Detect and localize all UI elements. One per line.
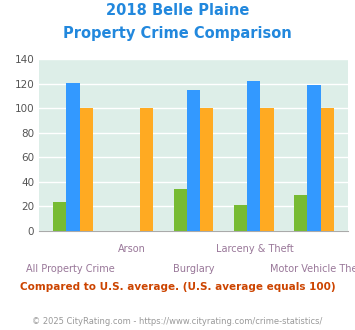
Bar bbox=[80, 109, 93, 231]
Bar bbox=[200, 109, 213, 231]
Bar bbox=[234, 205, 247, 231]
Text: Larceny & Theft: Larceny & Theft bbox=[216, 244, 294, 254]
Text: All Property Crime: All Property Crime bbox=[26, 264, 114, 274]
Text: © 2025 CityRating.com - https://www.cityrating.com/crime-statistics/: © 2025 CityRating.com - https://www.city… bbox=[32, 317, 323, 326]
Text: Arson: Arson bbox=[118, 244, 146, 254]
Bar bbox=[53, 202, 66, 231]
Bar bbox=[260, 109, 274, 231]
Bar bbox=[247, 82, 260, 231]
Text: Motor Vehicle Theft: Motor Vehicle Theft bbox=[270, 264, 355, 274]
Bar bbox=[307, 85, 321, 231]
Text: 2018 Belle Plaine: 2018 Belle Plaine bbox=[106, 3, 249, 18]
Bar bbox=[321, 109, 334, 231]
Bar bbox=[294, 195, 307, 231]
Text: Burglary: Burglary bbox=[173, 264, 214, 274]
Bar bbox=[174, 189, 187, 231]
Bar bbox=[187, 90, 200, 231]
Bar bbox=[66, 83, 80, 231]
Text: Property Crime Comparison: Property Crime Comparison bbox=[63, 26, 292, 41]
Bar bbox=[140, 109, 153, 231]
Legend: Belle Plaine, Kansas, National: Belle Plaine, Kansas, National bbox=[43, 326, 344, 330]
Text: Compared to U.S. average. (U.S. average equals 100): Compared to U.S. average. (U.S. average … bbox=[20, 282, 335, 292]
